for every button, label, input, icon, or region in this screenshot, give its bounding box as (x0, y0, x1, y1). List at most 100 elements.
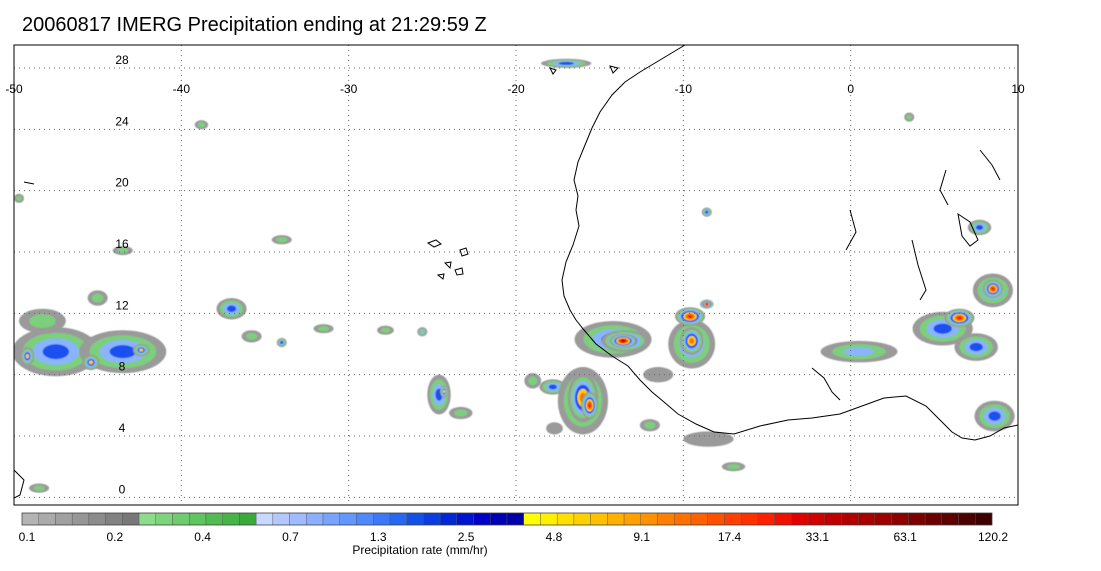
precip-cell-layer (25, 354, 30, 359)
precip-cell (700, 299, 714, 309)
precip-cell-layer (969, 342, 983, 352)
colorbar-swatch (590, 512, 608, 526)
colorbar-swatch (155, 512, 173, 526)
colorbar-swatch (807, 512, 825, 526)
precip-cell (417, 327, 428, 337)
island-coastline (609, 65, 619, 74)
island-coastline (426, 239, 442, 248)
colorbar-label: 2.5 (457, 530, 475, 544)
colorbar-swatch (874, 512, 892, 526)
precip-cell (974, 400, 1015, 432)
map-title: 20060817 IMERG Precipitation ending at 2… (22, 14, 487, 36)
precip-cell-layer (906, 114, 913, 120)
precip-cell (967, 219, 992, 236)
precip-cell (82, 354, 100, 371)
colorbar-swatch (941, 512, 959, 526)
colorbar-label: 17.4 (717, 530, 742, 544)
colorbar-swatch (339, 512, 357, 526)
colorbar-swatch (506, 512, 524, 526)
precip-cell (639, 419, 660, 432)
island-coastline (459, 247, 469, 257)
precip-cell (377, 325, 394, 335)
island-coastline (443, 261, 452, 270)
precip-cell (439, 385, 449, 398)
colorbar-swatch (423, 512, 441, 526)
precip-cell-layer (380, 327, 391, 333)
colorbar-swatch (272, 512, 290, 526)
lake-coastline (957, 212, 979, 247)
precip-cell (679, 327, 704, 355)
lat-tick-label: 24 (115, 114, 129, 128)
lat-tick-label: 16 (115, 237, 129, 251)
precip-cell (20, 347, 35, 366)
colorbar-swatch (724, 512, 742, 526)
precip-cell-layer (454, 409, 468, 417)
precip-cell-layer (843, 347, 875, 356)
precip-cell (609, 334, 637, 348)
lat-tick-label: 20 (115, 176, 129, 190)
precip-cell (674, 307, 706, 326)
colorbar-swatch (757, 512, 775, 526)
precip-cell-layer (33, 485, 45, 491)
colorbar-swatch (239, 512, 257, 526)
precip-cell-layer (245, 332, 258, 340)
colorbar-swatch (640, 512, 658, 526)
colorbar-swatch (690, 512, 708, 526)
precip-cell (313, 324, 334, 334)
colorbar-label: 0.7 (282, 530, 299, 544)
precip-cell-layer (705, 302, 709, 306)
colorbar-title: Precipitation rate (mm/hr) (352, 543, 488, 557)
colorbar-swatch (674, 512, 692, 526)
precip-cell (14, 193, 25, 203)
precip-cell-layer (109, 345, 136, 359)
precip-cell-layer (546, 422, 563, 435)
colorbar-swatch (306, 512, 324, 526)
precip-cell-layer (139, 348, 144, 352)
precip-cell (271, 235, 292, 245)
precipitation-cells (14, 58, 1015, 493)
colorbar-swatch (373, 512, 391, 526)
colorbar-swatch (791, 512, 809, 526)
colorbar-swatch (490, 512, 508, 526)
precip-cell-layer (442, 390, 446, 394)
lat-tick-label: 4 (119, 421, 126, 435)
precip-cell (820, 340, 898, 363)
precip-cell-layer (548, 384, 557, 390)
precip-cell-layer (29, 314, 56, 328)
colorbar-label: 0.2 (106, 530, 124, 544)
precip-cell-layer (687, 314, 693, 319)
precip-cell-layer (683, 431, 734, 447)
colorbar-swatch (71, 512, 90, 526)
precip-cell (112, 245, 133, 256)
colorbar-swatch (908, 512, 926, 526)
lat-lon-grid (14, 45, 1018, 505)
plot-frame (13, 44, 1019, 506)
colorbar-swatch (122, 512, 140, 526)
colorbar-swatch (657, 512, 675, 526)
lat-tick-label: 0 (119, 482, 126, 496)
colorbar-label: 9.1 (633, 530, 651, 544)
colorbar-swatch (740, 512, 759, 526)
precip-cell-layer (16, 195, 22, 201)
colorbar-swatch (205, 512, 223, 526)
precip-cell (954, 333, 998, 361)
colorbar-swatch (540, 512, 558, 526)
precip-cell-layer (226, 305, 237, 312)
precip-cell (19, 308, 66, 334)
colorbar-label: 0.4 (194, 530, 211, 544)
precip-cell (427, 374, 451, 415)
precip-cell (546, 422, 563, 435)
island-coastline (549, 67, 557, 75)
colorbar-swatch (406, 512, 424, 526)
precip-cell-layer (280, 340, 284, 344)
colorbar-swatch (255, 512, 274, 526)
precip-cell-layer (88, 360, 94, 365)
colorbar-swatch (172, 512, 190, 526)
river-coastline (811, 367, 841, 401)
precip-cell (944, 308, 975, 328)
precip-cell (904, 112, 915, 122)
precip-cell (449, 406, 473, 420)
precip-cell (132, 344, 150, 357)
